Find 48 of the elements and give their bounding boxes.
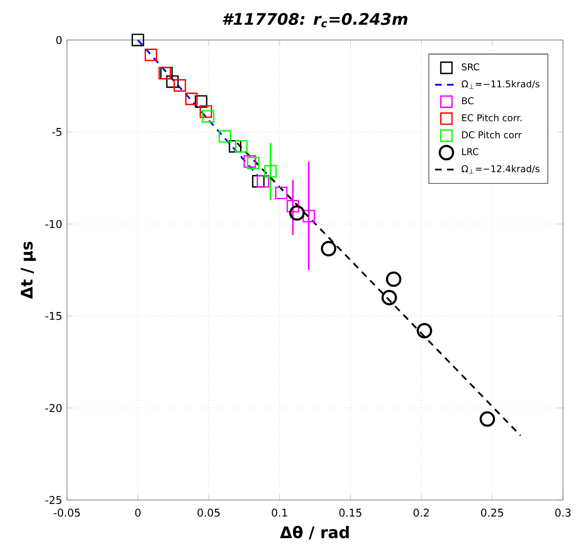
legend-label: SRC (462, 63, 480, 70)
y-tick-label: -10 (45, 220, 62, 228)
point (202, 110, 214, 123)
point (218, 130, 232, 143)
y-tick-label: -20 (45, 404, 62, 412)
x-tick-label: 0 (135, 508, 141, 517)
point (166, 75, 179, 88)
point (228, 140, 242, 153)
point (302, 210, 316, 222)
point (275, 186, 288, 200)
y-axis-title: Δt / μs (20, 242, 36, 299)
y-tick-label: -15 (45, 312, 62, 320)
x-axis-title: Δθ / rad (280, 526, 349, 540)
x-tick-label: 0.25 (481, 508, 504, 517)
y-tick-label: -5 (52, 128, 62, 136)
point (386, 271, 402, 287)
point (244, 155, 256, 168)
point (416, 323, 432, 338)
point (320, 240, 336, 256)
legend-label: DC Pitch corr (462, 131, 522, 138)
point (174, 79, 186, 92)
y-tick-label: -25 (45, 496, 62, 504)
point (194, 95, 208, 108)
x-tick-label: 0.05 (198, 508, 220, 517)
point (185, 92, 198, 106)
point (256, 175, 270, 188)
point (480, 411, 496, 427)
point (144, 48, 158, 62)
chart-title: #117708: r$_{c}$=0.243m (222, 12, 408, 28)
point (235, 140, 248, 153)
legend-label: EC Pitch corr. (462, 114, 522, 122)
legend-label: LRC (462, 148, 478, 156)
legend-label: Ω$_{⊥}$=−11.5krad/s (462, 80, 540, 89)
point (200, 105, 212, 118)
point (289, 205, 305, 221)
x-tick-label: 0.2 (414, 508, 429, 517)
x-tick-label: 0.3 (555, 508, 571, 517)
point (264, 165, 277, 178)
point (382, 290, 397, 306)
y-tick-label: 0 (56, 36, 62, 44)
legend-label: BC (462, 97, 474, 104)
x-tick-label: 0.15 (339, 508, 362, 517)
x-tick-label: 0.1 (272, 508, 288, 517)
point (132, 34, 144, 46)
legend-label: Ω$_{⊥}$=−12.4krad/s (462, 165, 540, 174)
x-tick-label: -0.05 (54, 508, 80, 517)
point (286, 200, 300, 212)
point (246, 156, 260, 170)
